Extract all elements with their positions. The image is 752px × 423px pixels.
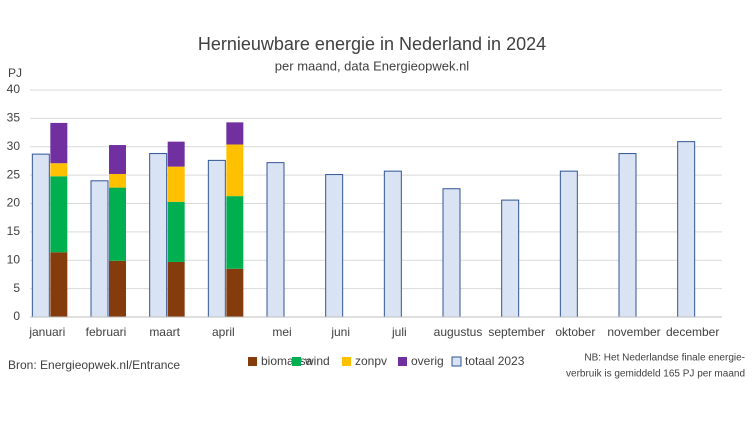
stack-segment bbox=[226, 122, 244, 145]
total-bar bbox=[90, 180, 109, 318]
stack-segment bbox=[167, 201, 185, 262]
total-bar bbox=[501, 199, 520, 318]
y-tick-label: 20 bbox=[7, 196, 21, 210]
stack-segment bbox=[167, 166, 185, 202]
x-tick-label: maart bbox=[149, 325, 180, 339]
stack-segment bbox=[109, 145, 126, 174]
total-bar bbox=[442, 188, 461, 318]
legend-swatch bbox=[292, 357, 301, 366]
total-bar bbox=[559, 170, 578, 318]
note: verbruik is gemiddeld 165 PJ per maand bbox=[566, 369, 745, 380]
x-tick-label: januari bbox=[28, 325, 65, 339]
x-tick-label: september bbox=[488, 325, 545, 339]
legend-swatch bbox=[342, 357, 351, 366]
stack-segment bbox=[226, 268, 244, 317]
x-tick-label: juni bbox=[330, 325, 350, 339]
total-bar bbox=[207, 159, 226, 318]
note: NB: Het Nederlandse finale energie- bbox=[584, 353, 745, 364]
stack-segment bbox=[50, 163, 68, 177]
y-tick-label: 35 bbox=[7, 111, 21, 125]
y-tick-label: 25 bbox=[7, 167, 21, 181]
stack-segment bbox=[50, 176, 68, 253]
x-tick-label: april bbox=[212, 325, 235, 339]
y-tick-label: 0 bbox=[13, 309, 20, 323]
x-tick-label: oktober bbox=[555, 325, 595, 339]
stack-segment bbox=[109, 173, 126, 188]
total-bar bbox=[325, 174, 344, 318]
x-tick-label: augustus bbox=[434, 325, 483, 339]
total-bar bbox=[266, 162, 285, 318]
chart-title: Hernieuwbare energie in Nederland in 202… bbox=[198, 34, 546, 54]
x-tick-label: februari bbox=[86, 325, 127, 339]
chart-subtitle: per maand, data Energieopwek.nl bbox=[275, 58, 470, 73]
y-tick-label: 15 bbox=[7, 224, 21, 238]
total-bar bbox=[677, 141, 696, 318]
legend-label: zonpv bbox=[355, 354, 387, 368]
legend-swatch bbox=[248, 357, 257, 366]
x-tick-label: mei bbox=[272, 325, 291, 339]
y-tick-label: 10 bbox=[7, 252, 21, 266]
legend-label: totaal 2023 bbox=[465, 354, 525, 368]
y-tick-label: 5 bbox=[13, 281, 20, 295]
stack-segment bbox=[167, 141, 185, 167]
source: Bron: Energieopwek.nl/Entrance bbox=[8, 358, 180, 372]
total-bar bbox=[149, 153, 168, 318]
x-tick-label: december bbox=[666, 325, 719, 339]
total-bar bbox=[383, 170, 402, 318]
stack-segment bbox=[226, 196, 244, 269]
legend-label: overig bbox=[411, 354, 444, 368]
legend-label: wind bbox=[304, 354, 330, 368]
legend-swatch bbox=[451, 356, 462, 367]
x-tick-label: november bbox=[607, 325, 660, 339]
y-axis-label: PJ bbox=[8, 66, 22, 80]
stack-segment bbox=[226, 144, 244, 197]
y-tick-label: 40 bbox=[7, 82, 21, 96]
y-tick-label: 30 bbox=[7, 139, 21, 153]
x-tick-label: juli bbox=[391, 325, 407, 339]
stack-segment bbox=[109, 260, 126, 317]
total-bar bbox=[31, 153, 50, 318]
stack-segment bbox=[109, 187, 126, 261]
legend-swatch bbox=[398, 357, 407, 366]
stack-segment bbox=[50, 252, 68, 317]
stack-segment bbox=[50, 122, 68, 164]
total-bar bbox=[618, 153, 637, 318]
stack-segment bbox=[167, 261, 185, 317]
